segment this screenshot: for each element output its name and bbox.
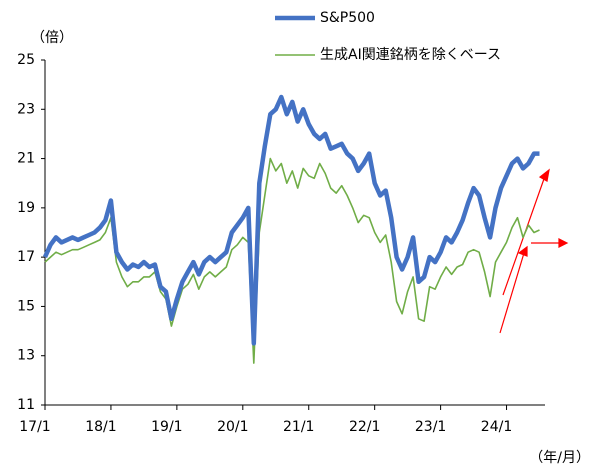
- annotation-arrows: [499, 168, 569, 334]
- arrow-head: [517, 245, 528, 257]
- x-tick-label: 20/1: [217, 419, 248, 435]
- y-tick-label: 23: [17, 101, 35, 117]
- x-tick-label: 21/1: [283, 419, 314, 435]
- y-tick-label: 25: [17, 52, 35, 68]
- y-tick-label: 19: [17, 200, 35, 216]
- series-line: [42, 94, 540, 346]
- arrow-head: [558, 238, 569, 248]
- x-unit: （年/月）: [529, 450, 590, 466]
- x-tick-label: 17/1: [19, 419, 50, 435]
- legend-label: 生成AI関連銘柄を除くベース: [320, 47, 501, 63]
- y-tick-label: 21: [17, 151, 35, 167]
- legend-label: S&P500: [320, 10, 375, 26]
- x-tick-label: 18/1: [85, 419, 116, 435]
- x-tick-label: 24/1: [481, 419, 512, 435]
- y-tick-label: 13: [17, 348, 35, 364]
- y-tick-label: 11: [17, 397, 35, 413]
- series-line: [44, 157, 540, 364]
- x-tick-label: 19/1: [151, 419, 182, 435]
- arrow: [499, 252, 525, 334]
- y-tick-label: 17: [17, 249, 35, 265]
- x-tick-label: 23/1: [415, 419, 446, 435]
- y-tick-label: 15: [17, 298, 35, 314]
- y-unit: （倍）: [31, 30, 73, 46]
- arrow-head: [538, 168, 550, 182]
- x-tick-label: 22/1: [349, 419, 380, 435]
